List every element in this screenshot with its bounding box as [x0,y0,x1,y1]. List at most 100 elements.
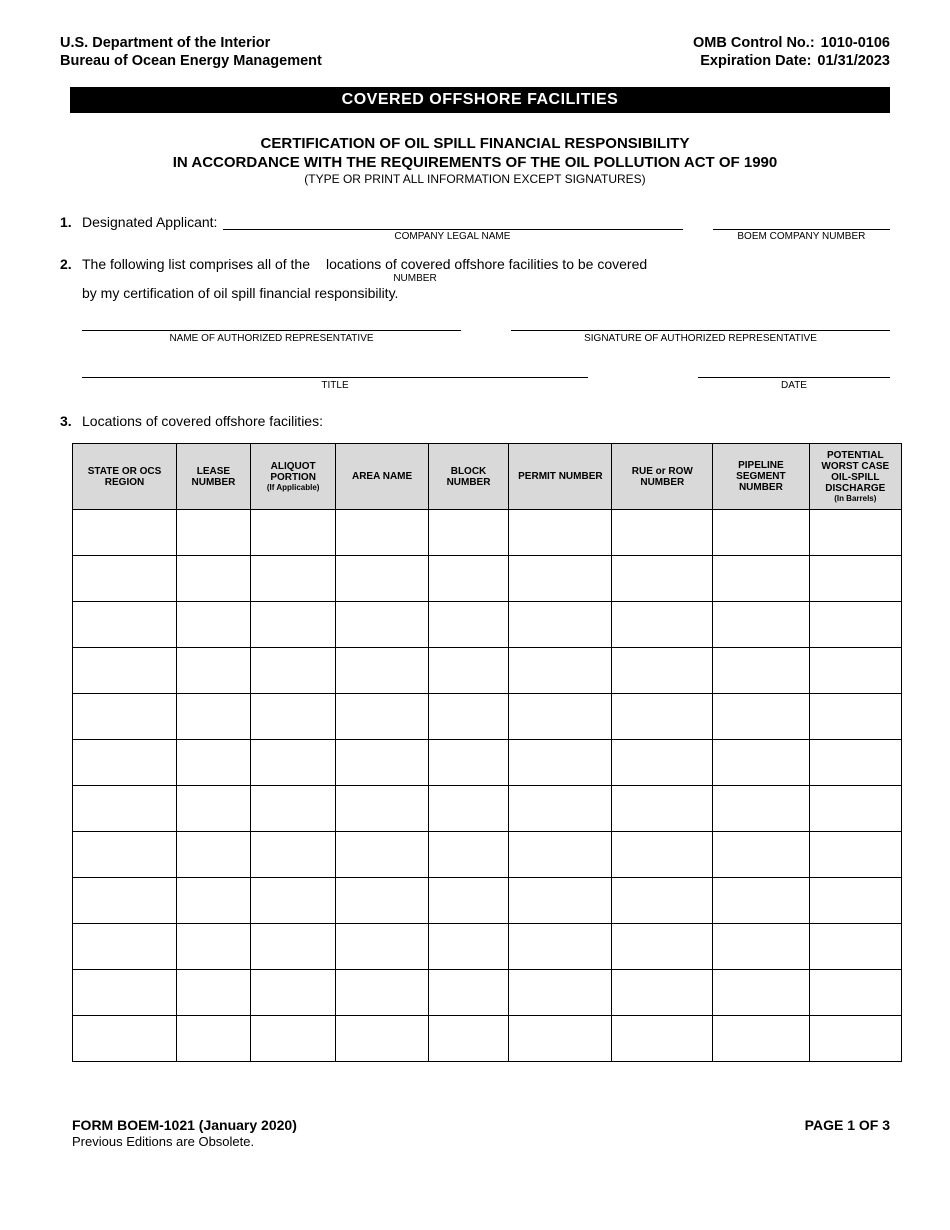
table-cell[interactable] [73,648,177,694]
table-cell[interactable] [250,740,336,786]
table-cell[interactable] [177,648,251,694]
table-cell[interactable] [428,556,509,602]
table-cell[interactable] [177,602,251,648]
table-cell[interactable] [809,832,901,878]
table-cell[interactable] [73,970,177,1016]
table-cell[interactable] [336,786,428,832]
table-cell[interactable] [336,970,428,1016]
table-cell[interactable] [73,602,177,648]
table-cell[interactable] [177,556,251,602]
table-cell[interactable] [713,694,809,740]
table-cell[interactable] [336,556,428,602]
table-cell[interactable] [73,878,177,924]
table-cell[interactable] [428,1016,509,1062]
table-cell[interactable] [250,970,336,1016]
table-cell[interactable] [428,510,509,556]
table-cell[interactable] [250,602,336,648]
table-cell[interactable] [509,510,612,556]
table-cell[interactable] [336,694,428,740]
date-field[interactable]: DATE [698,376,890,391]
table-cell[interactable] [428,786,509,832]
table-cell[interactable] [612,648,713,694]
table-cell[interactable] [73,740,177,786]
table-cell[interactable] [509,786,612,832]
table-cell[interactable] [73,832,177,878]
signature-field[interactable]: SIGNATURE OF AUTHORIZED REPRESENTATIVE [511,329,890,344]
table-cell[interactable] [713,786,809,832]
table-cell[interactable] [73,556,177,602]
table-cell[interactable] [250,786,336,832]
table-cell[interactable] [612,740,713,786]
table-cell[interactable] [73,1016,177,1062]
table-cell[interactable] [336,648,428,694]
table-cell[interactable] [336,878,428,924]
table-cell[interactable] [250,694,336,740]
table-cell[interactable] [336,924,428,970]
table-cell[interactable] [612,1016,713,1062]
table-cell[interactable] [612,556,713,602]
table-cell[interactable] [428,740,509,786]
table-cell[interactable] [509,740,612,786]
table-cell[interactable] [177,832,251,878]
table-cell[interactable] [713,970,809,1016]
table-cell[interactable] [428,648,509,694]
table-cell[interactable] [713,602,809,648]
title-field[interactable]: TITLE [82,376,588,391]
table-cell[interactable] [809,556,901,602]
table-cell[interactable] [428,878,509,924]
table-cell[interactable] [250,510,336,556]
table-cell[interactable] [250,832,336,878]
table-cell[interactable] [713,510,809,556]
table-cell[interactable] [713,556,809,602]
table-cell[interactable] [509,556,612,602]
table-cell[interactable] [612,786,713,832]
table-cell[interactable] [713,924,809,970]
table-cell[interactable] [612,602,713,648]
table-cell[interactable] [809,510,901,556]
table-cell[interactable] [428,832,509,878]
table-cell[interactable] [250,648,336,694]
table-cell[interactable] [336,602,428,648]
table-cell[interactable] [177,1016,251,1062]
table-cell[interactable] [250,878,336,924]
table-cell[interactable] [177,510,251,556]
table-cell[interactable] [509,1016,612,1062]
table-cell[interactable] [713,1016,809,1062]
table-cell[interactable] [428,602,509,648]
table-cell[interactable] [336,740,428,786]
table-cell[interactable] [336,1016,428,1062]
table-cell[interactable] [73,694,177,740]
table-cell[interactable] [612,970,713,1016]
table-cell[interactable] [428,970,509,1016]
table-cell[interactable] [73,510,177,556]
table-cell[interactable] [250,1016,336,1062]
table-cell[interactable] [250,556,336,602]
table-cell[interactable] [612,694,713,740]
boem-company-number-input[interactable] [713,214,890,230]
table-cell[interactable] [809,970,901,1016]
table-cell[interactable] [713,832,809,878]
table-cell[interactable] [809,878,901,924]
table-cell[interactable] [509,970,612,1016]
table-cell[interactable] [177,740,251,786]
table-cell[interactable] [177,694,251,740]
table-cell[interactable] [809,924,901,970]
table-cell[interactable] [509,924,612,970]
table-cell[interactable] [809,648,901,694]
table-cell[interactable] [509,602,612,648]
table-cell[interactable] [509,832,612,878]
table-cell[interactable] [809,694,901,740]
table-cell[interactable] [428,924,509,970]
table-cell[interactable] [250,924,336,970]
table-cell[interactable] [809,602,901,648]
table-cell[interactable] [336,832,428,878]
company-legal-name-input[interactable] [223,214,683,230]
table-cell[interactable] [73,924,177,970]
table-cell[interactable] [177,924,251,970]
table-cell[interactable] [809,740,901,786]
table-cell[interactable] [612,832,713,878]
table-cell[interactable] [428,694,509,740]
table-cell[interactable] [73,786,177,832]
table-cell[interactable] [177,786,251,832]
table-cell[interactable] [612,924,713,970]
